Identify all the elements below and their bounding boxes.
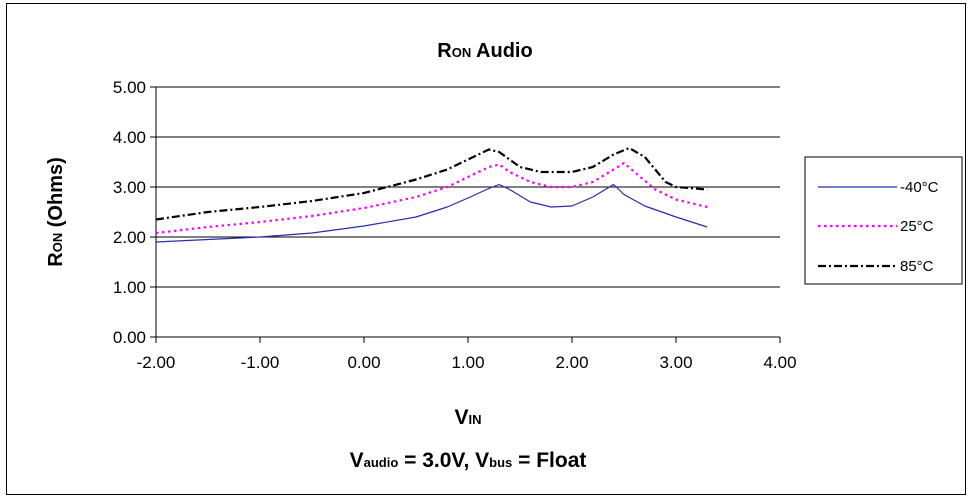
y-tick-label: 4.00 [113,128,146,147]
y-tick-label: 3.00 [113,178,146,197]
y-tick-label: 0.00 [113,328,146,347]
x-tick-label: 3.00 [659,353,692,372]
y-tick-labels: 0.00 1.00 2.00 3.00 4.00 5.00 [113,78,146,347]
series-line-1 [155,183,708,243]
legend-box [804,156,963,285]
y-tick-label: 1.00 [113,278,146,297]
y-axis-label: RON (Ohms) [45,157,67,267]
x-tick-label: 0.00 [347,353,380,372]
x-tick-label: 2.00 [555,353,588,372]
x-tick-labels: -2.00 -1.00 0.00 1.00 2.00 3.00 4.00 [137,353,797,372]
chart-subtitle: Vaudio = 3.0V, Vbus = Float [350,449,587,472]
x-tick-label: 4.00 [763,353,796,372]
axes [150,86,781,343]
legend-label-2: 25°C [900,218,934,235]
x-axis-label: VIN [454,406,481,429]
x-tick-label: -1.00 [241,353,280,372]
series-layer [155,146,708,243]
legend-label-3: 85°C [900,258,934,275]
x-tick-label: -2.00 [137,353,176,372]
x-tick-label: 1.00 [451,353,484,372]
y-tick-label: 5.00 [113,78,146,97]
chart-title: RON Audio [437,40,532,62]
legend: -40°C 25°C 85°C [804,156,963,285]
y-tick-label: 2.00 [113,228,146,247]
series-line-3 [155,146,708,221]
series-line-2 [155,161,708,235]
plot-area [156,87,780,337]
legend-label-1: -40°C [900,179,939,196]
